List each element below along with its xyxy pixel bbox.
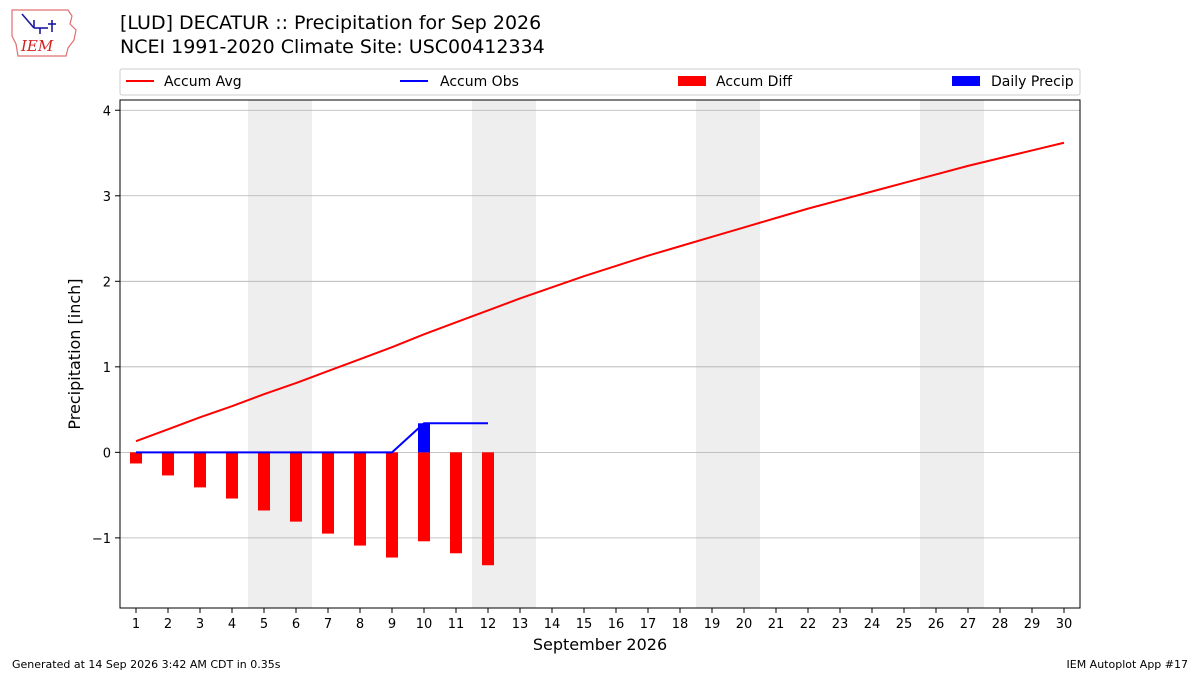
line-layer — [135, 141, 1065, 454]
x-tick-label: 4 — [228, 617, 236, 632]
accum-diff-bar — [258, 452, 270, 511]
x-tick-label: 17 — [640, 617, 657, 632]
legend: Accum Avg Accum Obs Accum Diff Daily Pre… — [119, 68, 1081, 96]
x-tick-label: 1 — [132, 617, 140, 632]
x-tick-label: 8 — [356, 617, 364, 632]
x-tick-label: 10 — [416, 617, 433, 632]
accum-diff-bar — [226, 452, 238, 499]
autoplot-app-label: IEM Autoplot App #17 — [1066, 658, 1189, 671]
accum-avg-line — [135, 141, 1065, 443]
x-tick-label: 22 — [800, 617, 817, 632]
legend-label-accum-obs: Accum Obs — [440, 74, 519, 90]
accum-diff-bar — [418, 452, 430, 542]
x-tick-label: 7 — [324, 617, 332, 632]
x-tick-label: 19 — [704, 617, 721, 632]
x-tick-label: 2 — [164, 617, 172, 632]
x-tick-label: 28 — [992, 617, 1009, 632]
y-tick-label: 4 — [103, 104, 111, 119]
x-axis-label: September 2026 — [533, 635, 667, 654]
x-tick-label: 18 — [672, 617, 689, 632]
logo-text: IEM — [20, 37, 54, 55]
x-tick-label: 20 — [736, 617, 753, 632]
x-tick-label: 9 — [388, 617, 396, 632]
x-tick-label: 12 — [480, 617, 497, 632]
x-tick-label: 11 — [448, 617, 465, 632]
legend-label-accum-diff: Accum Diff — [716, 74, 792, 90]
accum-diff-bar — [386, 452, 398, 558]
accum-obs-line — [136, 422, 488, 454]
chart-title: [LUD] DECATUR :: Precipitation for Sep 2… — [120, 12, 542, 34]
y-tick-label: 2 — [103, 275, 111, 290]
x-tick-label: 23 — [832, 617, 849, 632]
daily-precip-bar — [418, 423, 430, 453]
legend-swatch-accum-diff — [678, 76, 706, 86]
y-tick-label: 3 — [103, 190, 111, 205]
y-axis-label: Precipitation [inch] — [65, 278, 84, 429]
chart-subtitle: NCEI 1991-2020 Climate Site: USC00412334 — [120, 36, 545, 58]
iem-logo: IEM — [11, 9, 77, 57]
y-tick-label: −1 — [92, 532, 111, 547]
y-tick-label: 1 — [103, 361, 111, 376]
legend-label-daily-precip: Daily Precip — [991, 74, 1074, 90]
weekend-span-0 — [248, 100, 312, 608]
x-tick-label: 13 — [512, 617, 529, 632]
weekend-span-2 — [696, 100, 760, 608]
x-tick-label: 24 — [864, 617, 881, 632]
weather-station-icon — [21, 13, 56, 34]
accum-diff-bar — [482, 452, 494, 566]
x-tick-label: 6 — [292, 617, 300, 632]
accum-diff-bar — [450, 452, 462, 554]
x-tick-label: 26 — [928, 617, 945, 632]
x-tick-label: 5 — [260, 617, 268, 632]
generated-timestamp: Generated at 14 Sep 2026 3:42 AM CDT in … — [12, 658, 281, 671]
accum-diff-bar — [194, 452, 206, 488]
x-tick-label: 15 — [576, 617, 593, 632]
x-tick-label: 3 — [196, 617, 204, 632]
legend-swatch-daily-precip — [952, 76, 980, 86]
accum-diff-bar — [130, 452, 142, 464]
bar-layer — [130, 423, 494, 566]
x-tick-label: 21 — [768, 617, 785, 632]
accum-diff-bar — [290, 452, 302, 522]
y-tick-label: 0 — [103, 446, 111, 461]
legend-label-accum-avg: Accum Avg — [164, 74, 242, 90]
x-tick-label: 16 — [608, 617, 625, 632]
legend-box — [119, 68, 1081, 96]
accum-diff-bar — [322, 452, 334, 534]
x-tick-label: 29 — [1024, 617, 1041, 632]
x-tick-label: 25 — [896, 617, 913, 632]
accum-diff-bar — [354, 452, 366, 546]
x-tick-label: 14 — [544, 617, 561, 632]
x-tick-label: 30 — [1056, 617, 1073, 632]
accum-diff-bar — [162, 452, 174, 476]
plot-frame — [119, 99, 1081, 609]
weekend-span-1 — [472, 100, 536, 608]
x-tick-label: 27 — [960, 617, 977, 632]
weekend-span-3 — [920, 100, 984, 608]
